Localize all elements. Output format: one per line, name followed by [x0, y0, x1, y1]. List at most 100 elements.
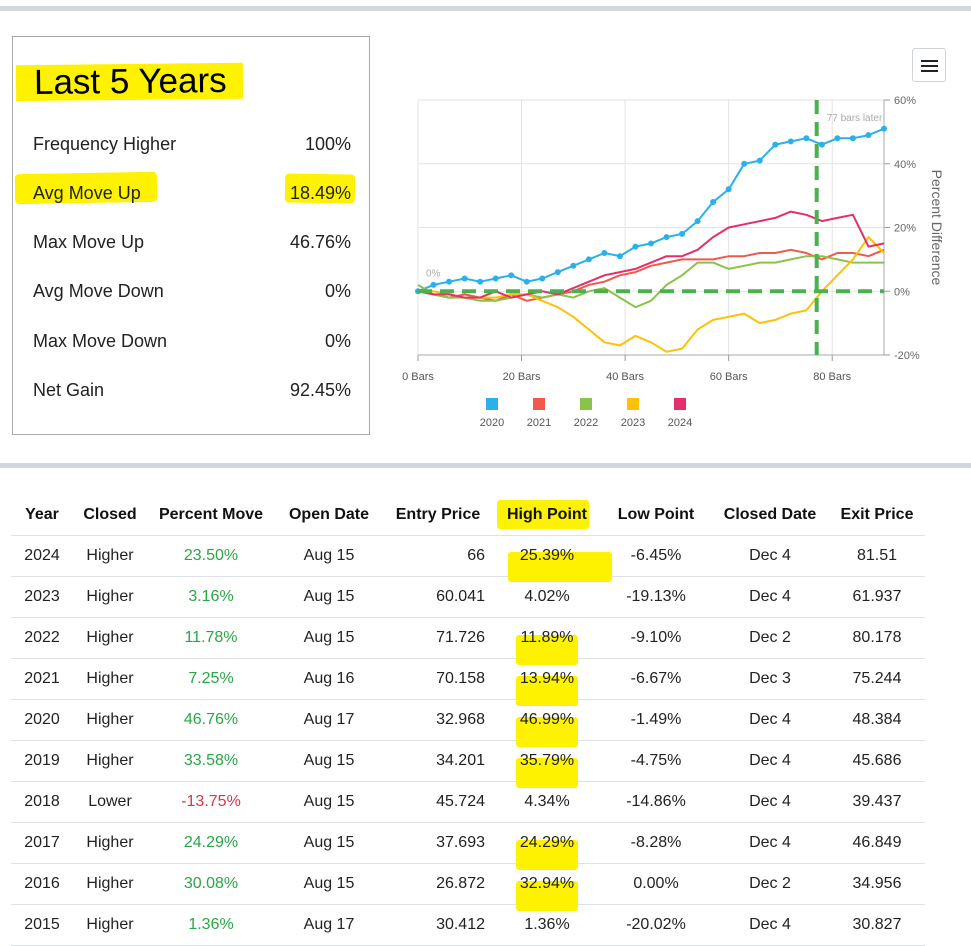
high-point-wrap: 46.99%	[514, 711, 580, 747]
col-header-low-point[interactable]: Low Point	[601, 494, 711, 536]
x-tick-label: 40 Bars	[606, 371, 644, 383]
y-tick-label: 60%	[894, 95, 916, 107]
cell-closed: Higher	[73, 576, 147, 618]
cell-open-date: Aug 15	[275, 740, 383, 782]
cell-entry-price: 32.968	[383, 699, 493, 741]
high-point-wrap: 35.79%	[514, 752, 580, 788]
data-point-2020	[741, 160, 748, 167]
cell-percent-move: 33.58%	[147, 740, 275, 782]
series-line-2022	[417, 255, 884, 309]
data-point-2020	[679, 230, 686, 237]
data-point-2020	[446, 278, 453, 285]
stat-value: 46.76%	[289, 232, 351, 252]
cell-exit-price: 39.437	[829, 781, 925, 823]
data-point-2020	[803, 135, 810, 142]
cell-exit-price: 75.244	[829, 658, 925, 700]
high-point-value: 32.94%	[519, 875, 575, 892]
data-point-2020	[648, 240, 654, 247]
stat-value: 0%	[324, 331, 351, 351]
stat-value: 92.45%	[289, 380, 351, 400]
cell-high-point: 4.02%	[493, 576, 601, 618]
high-point-wrap: 32.94%	[514, 875, 580, 911]
y-tick-label: 20%	[894, 223, 916, 235]
high-point-header-highlight	[497, 500, 589, 529]
col-header-high-point-label: High Point	[507, 505, 587, 523]
high-point-wrap: 25.39%	[507, 547, 612, 582]
high-point-wrap: 13.94%	[514, 670, 580, 706]
cell-high-point: 1.36%	[493, 904, 601, 946]
cell-entry-price: 66	[383, 535, 493, 577]
table-row: 2019 Higher 33.58% Aug 15 34.201 35.79% -4.75%…	[11, 740, 925, 788]
stat-label: Max Move Down	[33, 331, 168, 351]
stat-label: Net Gain	[33, 380, 105, 400]
col-header-high-point[interactable]: High Point	[493, 494, 601, 536]
legend-swatch-2022	[580, 398, 592, 410]
cell-exit-price: 34.956	[829, 863, 925, 905]
legend-swatch-2021	[533, 398, 545, 410]
data-point-2020	[710, 199, 717, 205]
y-tick-label: 0%	[894, 286, 910, 298]
chart-menu-button[interactable]	[912, 48, 946, 82]
y-tick-label: 40%	[894, 159, 916, 171]
hamburger-menu-icon	[921, 60, 938, 62]
cell-closed-date: Dec 2	[711, 863, 829, 905]
cell-closed-date: Dec 4	[711, 781, 829, 823]
data-point-2020	[539, 275, 546, 282]
col-header-closed[interactable]: Closed	[73, 494, 147, 536]
col-header-entry-price[interactable]: Entry Price	[383, 494, 493, 536]
cell-low-point: -19.13%	[601, 576, 711, 618]
cell-open-date: Aug 17	[275, 699, 383, 741]
cell-exit-price: 81.51	[829, 535, 925, 577]
data-point-2020	[477, 278, 484, 285]
cell-year: 2022	[11, 617, 73, 659]
cell-high-point: 13.94%	[493, 658, 601, 706]
col-header-open-date[interactable]: Open Date	[275, 494, 383, 536]
high-point-value: 46.99%	[519, 711, 575, 728]
cell-low-point: 0.00%	[601, 863, 711, 905]
cell-percent-move: 11.78%	[147, 617, 275, 659]
col-header-percent-move[interactable]: Percent Move	[147, 494, 275, 536]
cell-closed-date: Dec 4	[711, 904, 829, 946]
high-point-wrap: 1.36%	[518, 916, 575, 934]
cell-year: 2023	[11, 576, 73, 618]
cell-closed: Higher	[73, 535, 147, 577]
y-tick-label: -20%	[894, 350, 920, 362]
cell-high-point: 35.79%	[493, 740, 601, 788]
stat-row-net-gain: Net Gain 92.45%	[33, 380, 351, 406]
data-point-2020	[756, 157, 763, 164]
stats-panel: Last 5 Years Frequency Higher 100% Avg M…	[12, 36, 370, 435]
high-point-value: 24.29%	[519, 834, 575, 851]
legend-swatch-2023	[627, 398, 639, 410]
high-point-value: 1.36%	[524, 916, 570, 933]
data-point-2020	[787, 138, 794, 145]
col-header-exit-price[interactable]: Exit Price	[829, 494, 925, 536]
series-line-2023	[418, 236, 885, 353]
table-row: 2015 Higher 1.36% Aug 17 30.412 1.36% -20.02% D…	[11, 904, 925, 946]
cell-closed: Higher	[73, 904, 147, 946]
cell-year: 2016	[11, 863, 73, 905]
cell-open-date: Aug 15	[275, 576, 383, 618]
cell-exit-price: 30.827	[829, 904, 925, 946]
data-point-2020	[725, 186, 732, 193]
cell-low-point: -20.02%	[601, 904, 711, 946]
cell-low-point: -8.28%	[601, 822, 711, 864]
cell-entry-price: 30.412	[383, 904, 493, 946]
cell-percent-move: -13.75%	[147, 781, 275, 823]
cell-percent-move: 7.25%	[147, 658, 275, 700]
col-header-closed-date[interactable]: Closed Date	[711, 494, 829, 536]
cell-low-point: -6.45%	[601, 535, 711, 577]
table-row: 2018 Lower -13.75% Aug 15 45.724 4.34% -14.86%…	[11, 781, 925, 823]
stat-label: Avg Move Up	[33, 183, 141, 203]
cell-low-point: -1.49%	[601, 699, 711, 741]
data-point-2020	[818, 141, 825, 148]
cell-percent-move: 23.50%	[147, 535, 275, 577]
high-point-value: 35.79%	[519, 752, 575, 769]
data-point-2020	[881, 125, 887, 132]
table-body: 2024 Higher 23.50% Aug 15 66 25.39% -6.45% Dec …	[11, 535, 925, 946]
y-axis-title: Percent Difference	[929, 170, 945, 286]
cell-entry-price: 37.693	[383, 822, 493, 864]
stat-label: Max Move Up	[33, 232, 145, 252]
cell-exit-price: 45.686	[829, 740, 925, 782]
stat-value: 0%	[324, 281, 351, 301]
col-header-year[interactable]: Year	[11, 494, 73, 536]
